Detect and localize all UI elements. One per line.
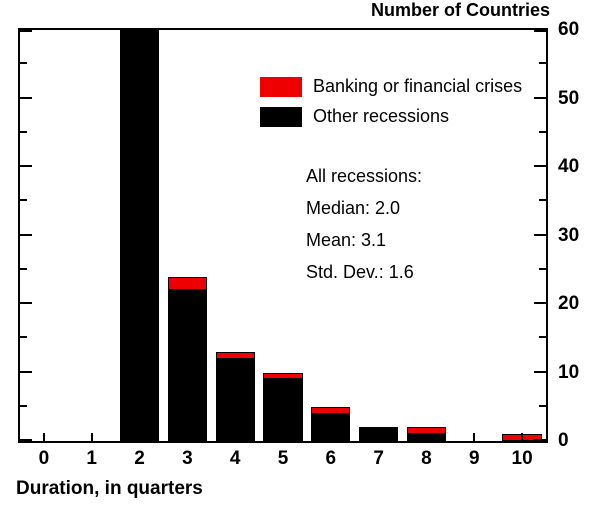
- y-tick: [20, 165, 32, 167]
- x-tick: [377, 433, 380, 441]
- y-tick: [534, 302, 546, 304]
- x-axis-tick-label: 9: [468, 448, 480, 469]
- y-tick: [20, 30, 32, 32]
- legend: Banking or financial crises Other recess…: [260, 76, 522, 136]
- bar-segment-banking-or-financial-crises: [311, 406, 351, 414]
- y-axis-tick-label: 40: [558, 156, 580, 177]
- x-axis-tick-label: 3: [182, 448, 193, 469]
- stats-annotation: All recessions: Median: 2.0 Mean: 3.1 St…: [306, 160, 422, 288]
- bar-segment-other-recessions: [215, 358, 255, 441]
- stats-line-mean: Mean: 3.1: [306, 230, 387, 250]
- x-axis-tick-label: 1: [86, 448, 97, 469]
- x-tick: [138, 433, 141, 441]
- y-tick: [534, 233, 546, 236]
- x-tick: [234, 433, 237, 441]
- x-axis-tick-label: 5: [277, 448, 289, 469]
- stats-line-median: Median: 2.0: [306, 198, 401, 218]
- x-tick: [282, 433, 284, 441]
- x-tick: [425, 433, 428, 441]
- y-tick: [539, 336, 546, 339]
- y-axis-tick-label: 30: [558, 224, 580, 246]
- x-tick: [42, 433, 45, 441]
- stats-line-stddev: Std. Dev.: 1.6: [306, 262, 414, 282]
- legend-item-other: Other recessions: [260, 106, 522, 127]
- y-tick: [534, 165, 546, 167]
- bar-segment-banking-or-financial-crises: [167, 276, 207, 291]
- y-tick: [539, 62, 546, 65]
- x-tick: [329, 433, 332, 441]
- y-tick: [20, 267, 27, 270]
- bar-segment-other-recessions: [119, 30, 160, 441]
- y-tick: [534, 370, 546, 373]
- y-tick: [20, 96, 32, 99]
- y-tick: [539, 404, 546, 407]
- x-tick: [473, 433, 476, 441]
- x-axis-title: Duration, in quarters: [16, 478, 203, 499]
- x-axis-tick-label: 7: [373, 448, 384, 469]
- bar-segment-banking-or-financial-crises: [215, 351, 255, 359]
- y-axis-tick-label: 20: [558, 293, 580, 314]
- x-tick: [521, 433, 524, 441]
- x-axis-tick-label: 6: [325, 448, 337, 469]
- x-tick: [186, 433, 189, 441]
- y-tick: [20, 404, 27, 407]
- legend-item-banking: Banking or financial crises: [260, 76, 522, 97]
- x-axis-tick-label: 8: [421, 448, 432, 469]
- y-tick: [20, 439, 32, 441]
- x-axis-tick-label: 2: [134, 448, 145, 469]
- bar-segment-other-recessions: [167, 290, 207, 441]
- x-axis-tick-label: 4: [229, 448, 241, 469]
- legend-swatch-banking: [260, 76, 302, 97]
- y-tick: [20, 302, 32, 304]
- y-tick: [20, 336, 27, 339]
- y-axis-tick-label: 50: [558, 87, 580, 109]
- y-axis-tick-label: 0: [558, 430, 569, 451]
- plot-area: Banking or financial crises Other recess…: [18, 28, 548, 443]
- y-tick: [20, 62, 27, 65]
- y-axis-tick-label: 60: [558, 19, 580, 40]
- y-tick: [534, 30, 546, 32]
- y-tick: [539, 267, 546, 270]
- y-tick: [534, 96, 546, 99]
- y-tick: [539, 199, 546, 202]
- y-tick: [20, 130, 27, 133]
- x-axis-tick-label: 10: [511, 448, 533, 469]
- legend-label-other: Other recessions: [313, 106, 450, 126]
- x-tick: [90, 433, 93, 441]
- y-axis-tick-label: 10: [558, 361, 580, 383]
- bar-segment-banking-or-financial-crises: [263, 372, 303, 380]
- y-tick: [534, 439, 546, 441]
- y-tick: [20, 233, 32, 236]
- y-tick: [20, 199, 27, 202]
- bar-segment-other-recessions: [263, 379, 303, 441]
- chart-title: Number of Countries: [370, 0, 550, 20]
- y-tick: [539, 130, 546, 133]
- legend-swatch-other: [260, 106, 302, 127]
- stats-line-header: All recessions:: [306, 166, 423, 186]
- legend-label-banking: Banking or financial crises: [313, 76, 523, 96]
- y-tick: [20, 370, 32, 373]
- x-axis-tick-label: 0: [38, 448, 50, 469]
